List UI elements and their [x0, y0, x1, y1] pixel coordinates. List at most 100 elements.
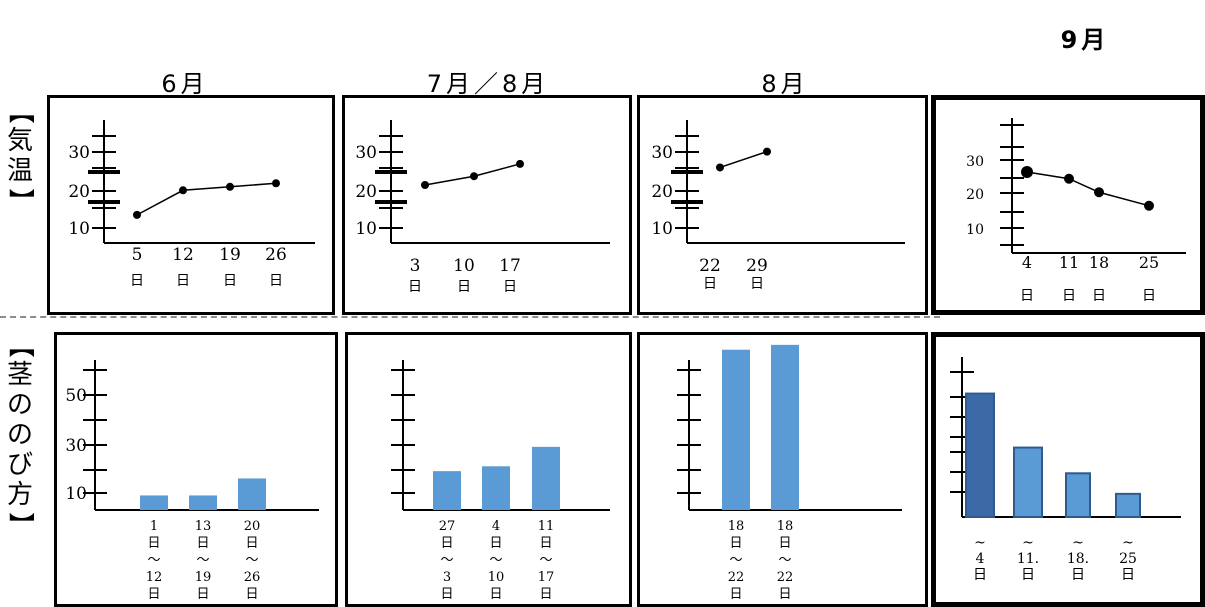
- x-tick-label-part: 18: [777, 519, 794, 534]
- y-tick-label: 30: [68, 143, 90, 163]
- x-tick-label-part: 日: [440, 536, 453, 551]
- y-tick-label: 10: [651, 219, 673, 239]
- data-point: [133, 210, 141, 219]
- x-tick-label-part: ~: [1122, 535, 1134, 551]
- x-tick-label: 25: [1139, 253, 1159, 272]
- x-tick-label: 4: [1022, 253, 1032, 272]
- x-tick-label: 12: [172, 245, 194, 265]
- x-tick-label-part: 日: [147, 536, 160, 551]
- x-tick-unit: 日: [457, 279, 471, 295]
- row-label-char: び: [6, 450, 33, 480]
- x-tick-label-part: 日: [539, 587, 552, 602]
- x-tick-label-part: ~: [974, 535, 986, 551]
- chart-svg: 27 日 ～ 3 日 4 日 ～ 10 日 11 日 ～ 17 日: [391, 360, 610, 602]
- x-tick-label-part: 日: [489, 587, 502, 602]
- month-label-aug: 8月: [761, 70, 809, 98]
- chart-svg: 30 20 10 5 日 12 日 19 日 26 日: [68, 120, 315, 289]
- row-divider: [0, 316, 940, 318]
- x-tick-label-part: 25: [1119, 551, 1137, 567]
- x-tick-label-part: ~: [1022, 535, 1034, 551]
- x-tick-unit: 日: [408, 279, 422, 295]
- growth-chart-sep: ~4 日 ~11. 日 ~18. 日 ~25 日: [931, 332, 1205, 607]
- chart-svg: 30 20 10 4 日 11 日 18 日 25 日: [966, 118, 1186, 304]
- row-label-temperature: 【 気 温 】: [4, 96, 36, 216]
- y-tick-label: 20: [966, 187, 984, 203]
- data-point: [1144, 200, 1154, 211]
- chart-svg: 50 30 10 1 日 ～ 12 日 13 日 ～ 19 日 20 日 ～ 26 日: [65, 360, 319, 602]
- row-label-char: の: [6, 390, 33, 420]
- x-tick-label-part: 日: [778, 587, 791, 602]
- x-tick-label-part: 18: [728, 519, 745, 534]
- x-tick-unit: 日: [223, 273, 237, 289]
- x-tick-label-part: ～: [440, 553, 453, 568]
- x-tick-label-part: 日: [729, 587, 742, 602]
- x-tick-label-part: 日: [1121, 567, 1135, 583]
- x-tick-unit: 日: [1020, 288, 1034, 304]
- row-label-char: 【: [5, 97, 35, 124]
- x-tick-label-part: 日: [196, 536, 209, 551]
- x-tick-label-part: 日: [147, 587, 160, 602]
- row-label-char: 】: [5, 511, 35, 538]
- x-tick-label-part: 22: [728, 570, 745, 585]
- y-tick-label: 30: [651, 143, 673, 163]
- growth-bar: [482, 466, 510, 510]
- x-tick-unit: 日: [176, 273, 190, 289]
- row-label-char: 気: [6, 126, 33, 156]
- x-tick-label-part: 4: [492, 519, 500, 534]
- x-tick-label: 5: [132, 245, 143, 265]
- y-tick-label: 30: [966, 154, 984, 170]
- x-tick-unit: 日: [1142, 288, 1156, 304]
- y-tick-label: 10: [966, 222, 984, 238]
- data-point: [421, 181, 429, 190]
- x-tick-label: 22: [699, 256, 721, 276]
- temperature-line: [1026, 171, 1150, 207]
- growth-bar: [140, 495, 168, 510]
- y-tick-label: 10: [355, 219, 377, 239]
- x-tick-label-part: 日: [729, 536, 742, 551]
- data-point: [1021, 166, 1033, 178]
- chart-svg: 18 日 ～ 22 日 18 日 ～ 22 日: [677, 344, 902, 602]
- row-label-growth: 【 茎 の の び 方 】: [4, 330, 36, 540]
- x-tick-label: 17: [499, 256, 521, 276]
- data-point: [179, 186, 187, 195]
- x-tick-unit: 日: [269, 273, 283, 289]
- x-tick-label-part: 11: [538, 519, 555, 534]
- x-tick-label-part: ～: [489, 553, 502, 568]
- row-label-char: 方: [6, 480, 33, 510]
- y-tick-label: 20: [68, 182, 90, 202]
- x-tick-label: 11: [1059, 253, 1079, 272]
- x-tick-label-part: 日: [778, 536, 791, 551]
- growth-bar: [1013, 446, 1043, 518]
- x-tick-label-part: ～: [245, 553, 258, 568]
- data-point: [272, 179, 280, 188]
- x-tick-label-part: ～: [778, 553, 791, 568]
- x-tick-label-part: 22: [777, 570, 794, 585]
- month-label-sep: 9月: [1060, 26, 1110, 54]
- growth-bar: [433, 471, 461, 510]
- temp-chart-sep: 30 20 10 4 日 11 日 18 日 25 日: [931, 95, 1205, 315]
- x-tick-label-part: ~: [1072, 535, 1084, 551]
- month-label-june: 6月: [161, 70, 209, 98]
- growth-bar: [722, 349, 750, 510]
- y-tick-label: 50: [65, 386, 87, 406]
- x-tick-label-part: 17: [538, 570, 555, 585]
- data-point: [470, 172, 478, 181]
- month-label-july-aug: 7月／8月: [426, 70, 550, 98]
- y-tick-label: 10: [68, 219, 90, 239]
- y-tick-label: 30: [355, 143, 377, 163]
- x-tick-label: 10: [453, 256, 475, 276]
- growth-bar: [189, 495, 217, 510]
- row-label-char: 】: [5, 187, 35, 214]
- x-tick-label-part: 日: [1071, 567, 1085, 583]
- x-tick-label-part: ～: [539, 553, 552, 568]
- x-tick-unit: 日: [750, 276, 764, 292]
- x-tick-unit: 日: [1062, 288, 1076, 304]
- x-tick-label-part: 10: [488, 570, 505, 585]
- x-tick-label: 29: [746, 256, 768, 276]
- x-tick-label-part: 日: [1021, 567, 1035, 583]
- growth-bar: [238, 478, 266, 510]
- x-tick-label-part: 日: [440, 587, 453, 602]
- chart-svg: ~4日~11.日~18.日~25日: [950, 357, 1181, 583]
- x-tick-label-part: 18.: [1067, 551, 1089, 567]
